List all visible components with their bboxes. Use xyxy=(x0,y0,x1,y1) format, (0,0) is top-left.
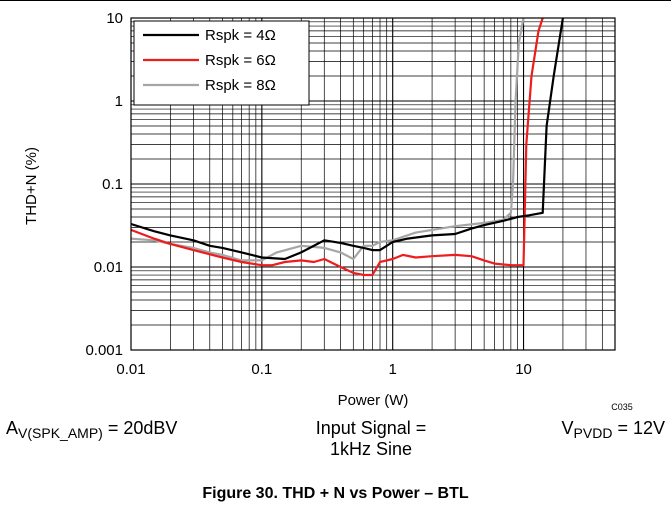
y-tick-label: 1 xyxy=(115,93,123,110)
input-signal-line-2: 1kHz Sine xyxy=(329,439,413,459)
gain-subscript: V(SPK_AMP) xyxy=(18,425,103,441)
legend: Rspk = 4Ω Rspk = 6Ω Rspk = 8Ω xyxy=(133,20,310,106)
legend-label: Rspk = 6Ω xyxy=(205,52,276,69)
y-tick-label: 0.001 xyxy=(85,342,123,359)
supply-value: = 12V xyxy=(612,418,665,438)
supply-subscript: PVDD xyxy=(573,425,613,441)
plot-frame xyxy=(130,17,616,351)
gain-symbol: A xyxy=(6,418,19,438)
y-tick-label: 0.1 xyxy=(102,176,123,193)
gain-condition: AV(SPK_AMP) = 20dBV xyxy=(6,418,246,444)
x-tick-label: 10 xyxy=(515,361,532,378)
y-tick-label: 10 xyxy=(106,10,123,27)
input-signal-line-1: Input Signal = xyxy=(315,418,427,438)
x-axis-title: Power (W) xyxy=(338,392,409,409)
legend-label: Rspk = 8Ω xyxy=(205,77,276,94)
legend-label: Rspk = 4Ω xyxy=(205,27,276,44)
supply-condition: VPVDD = 12V xyxy=(500,418,665,444)
series-line xyxy=(130,17,525,262)
y-tick-label: 0.01 xyxy=(94,259,123,276)
figure-caption: Figure 30. THD + N vs Power – BTL xyxy=(202,485,469,502)
x-tick-label: 0.1 xyxy=(251,361,272,378)
gain-value: = 20dBV xyxy=(102,418,178,438)
supply-symbol: V xyxy=(561,418,574,438)
figure-code: C035 xyxy=(611,402,633,412)
series-line xyxy=(130,17,564,261)
plot-series xyxy=(130,17,564,277)
axis-ticks: 0.01 0.1 1 10 0.001 0.01 0.1 1 10 xyxy=(85,10,531,378)
input-signal-condition: Input Signal = 1kHz Sine xyxy=(286,418,456,460)
series-line xyxy=(130,17,544,277)
thd-vs-power-chart: 0.01 0.1 1 10 0.001 0.01 0.1 1 10 THD+N (%) Powe… xyxy=(23,10,633,412)
x-tick-label: 1 xyxy=(389,361,397,378)
top-rule xyxy=(0,0,671,1)
y-axis-title: THD+N (%) xyxy=(23,147,40,225)
x-tick-label: 0.01 xyxy=(116,361,145,378)
